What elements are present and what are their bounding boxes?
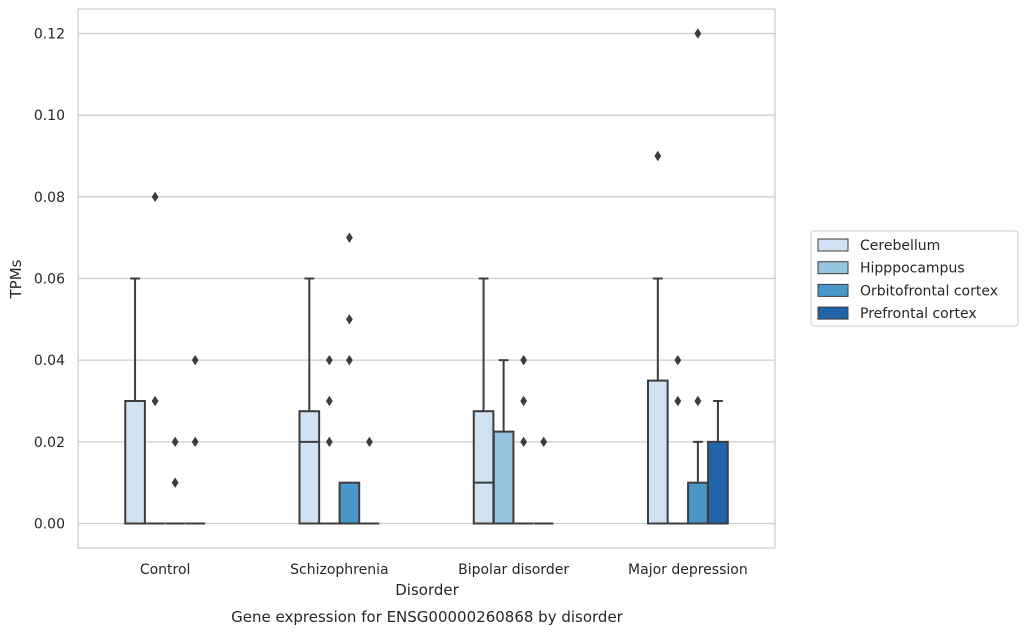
y-axis-label: TPMs xyxy=(7,259,25,299)
x-axis-label: Disorder xyxy=(395,581,459,599)
box-2-2 xyxy=(513,354,534,525)
box-0-2 xyxy=(165,436,185,525)
outlier-point xyxy=(520,395,528,407)
box-0-0 xyxy=(124,277,146,525)
x-tick-label: Bipolar disorder xyxy=(458,562,569,578)
outlier-point xyxy=(171,477,179,488)
box-2-3 xyxy=(533,436,554,525)
outlier-point xyxy=(325,436,333,448)
x-tick-label: Major depression xyxy=(628,562,748,578)
plot-area: 0.00 0.02 0.04 0.06 0.08 0.10 0.12 Control Schi… xyxy=(34,8,776,578)
outlier-point xyxy=(520,436,528,448)
x-tick-label: Schizophrenia xyxy=(290,562,388,578)
box-0-3 xyxy=(185,354,206,525)
y-tick-label: 0.10 xyxy=(34,108,65,124)
box-3-1 xyxy=(668,354,688,525)
legend-swatch xyxy=(817,261,849,275)
outlier-point xyxy=(191,436,199,448)
box-1-2 xyxy=(338,232,361,525)
y-tick-label: 0.04 xyxy=(34,353,65,369)
y-tick-label: 0.02 xyxy=(34,435,65,451)
legend: Cerebellum Hipppocampus Orbitofrontal cort… xyxy=(810,230,1019,327)
box-3-2 xyxy=(687,28,709,525)
outlier-point xyxy=(171,436,179,448)
box-3-0 xyxy=(646,150,669,525)
box-body xyxy=(687,481,709,525)
x-axis-ticks: Control Schizophrenia Bipolar disorder Majo… xyxy=(140,562,748,578)
legend-swatch xyxy=(817,238,849,252)
box-1-3 xyxy=(359,436,380,525)
y-tick-label: 0.00 xyxy=(34,517,65,533)
y-tick-label: 0.12 xyxy=(34,27,65,43)
boxes xyxy=(124,28,729,525)
legend-label: Cerebellum xyxy=(860,238,940,254)
plot-frame xyxy=(77,8,776,549)
chart-caption: Gene expression for ENSG00000260868 by d… xyxy=(231,608,624,626)
box-2-1 xyxy=(492,359,515,525)
outlier-point xyxy=(191,354,199,366)
outlier-point xyxy=(325,395,333,407)
box-2-0 xyxy=(472,277,495,525)
y-tick-label: 0.06 xyxy=(34,272,65,288)
outlier-point xyxy=(366,436,373,448)
box-body xyxy=(338,481,361,525)
outlier-point xyxy=(654,150,662,162)
box-1-0 xyxy=(298,277,321,525)
outlier-point xyxy=(345,314,353,325)
x-tick-label: Control xyxy=(140,562,191,578)
box-0-1 xyxy=(145,191,165,525)
legend-swatch xyxy=(817,283,849,297)
legend-label: Prefrontal cortex xyxy=(860,306,977,322)
box-3-3 xyxy=(707,400,729,525)
outlier-point xyxy=(694,395,702,407)
y-axis-ticks: 0.00 0.02 0.04 0.06 0.08 0.10 0.12 xyxy=(34,27,65,533)
outlier-point xyxy=(151,395,159,407)
outlier-point xyxy=(345,354,353,366)
outlier-point xyxy=(345,232,353,243)
box-body xyxy=(298,410,321,525)
outlier-point xyxy=(151,191,159,203)
outlier-point xyxy=(674,395,682,407)
outlier-point xyxy=(674,354,682,366)
outlier-point xyxy=(325,354,333,366)
outlier-point xyxy=(540,436,548,448)
box-body xyxy=(707,440,729,525)
outlier-point xyxy=(520,354,528,366)
outlier-point xyxy=(694,28,702,39)
legend-label: Orbitofrontal cortex xyxy=(860,283,998,299)
box-1-1 xyxy=(319,354,340,525)
box-body xyxy=(472,410,495,525)
gridlines xyxy=(78,32,775,525)
legend-frame xyxy=(810,230,1019,327)
legend-label: Hipppocampus xyxy=(860,261,965,277)
box-body xyxy=(646,379,669,525)
legend-swatch xyxy=(817,306,849,320)
box-body xyxy=(492,430,515,525)
y-tick-label: 0.08 xyxy=(34,190,65,206)
box-body xyxy=(124,400,146,525)
